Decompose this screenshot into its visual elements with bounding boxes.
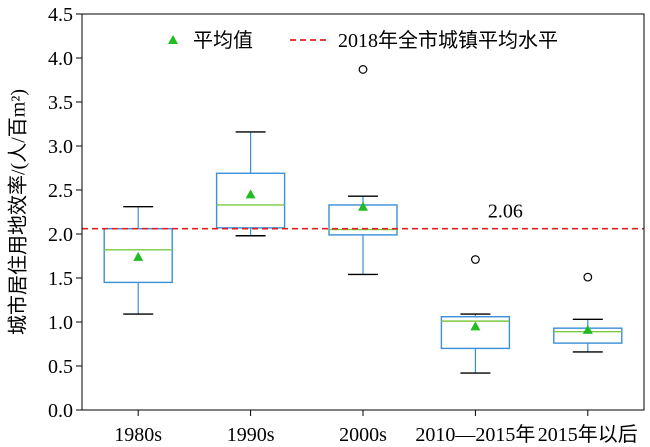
y-axis-label: 城市居住用地效率/(人/百m²) (7, 89, 30, 335)
mean-marker (358, 201, 368, 211)
plot-layer (82, 65, 644, 374)
y-tick-label: 0.5 (48, 356, 73, 378)
box-group-5 (553, 272, 623, 353)
x-tick-label: 2000s (339, 424, 387, 446)
y-tick-label: 1.0 (48, 312, 73, 334)
legend-mean-marker (168, 35, 178, 44)
y-axis: 0.0 0.5 1.0 1.5 2.0 2.5 3.0 3.5 4.0 4.5 (48, 4, 82, 422)
x-tick-label: 1980s (114, 424, 162, 446)
legend-reference-label: 2018年全市城镇平均水平 (338, 29, 558, 52)
outlier-point (358, 65, 368, 74)
box-iqr (440, 316, 511, 350)
y-tick-label: 3.5 (48, 92, 73, 114)
box-group-1 (103, 206, 173, 315)
y-tick-label: 4.0 (48, 48, 73, 70)
x-tick-label: 1990s (227, 424, 275, 446)
x-axis: 1980s 1990s 2000s 2010—2015年 2015年以后 (114, 410, 638, 446)
mean-marker (582, 324, 593, 334)
mean-marker (245, 189, 256, 199)
box-group-3 (328, 65, 398, 276)
outlier-point (471, 255, 480, 264)
x-tick-label: 2015年以后 (538, 423, 638, 446)
box-group-2 (215, 131, 286, 237)
y-tick-label: 3.0 (48, 136, 73, 158)
x-tick-label: 2010—2015年 (415, 423, 535, 446)
y-tick-label: 4.5 (48, 4, 73, 26)
reference-line-label: 2.06 (488, 201, 523, 223)
box-group-4 (440, 255, 511, 374)
legend-mean-label: 平均值 (193, 29, 253, 52)
mean-marker (470, 321, 481, 331)
mean-marker (133, 251, 144, 261)
y-tick-label: 1.5 (48, 268, 73, 290)
y-tick-label: 0.0 (48, 400, 73, 422)
y-tick-label: 2.0 (48, 224, 73, 246)
outlier-point (583, 272, 593, 282)
y-tick-label: 2.5 (48, 180, 73, 202)
legend: 平均值 2018年全市城镇平均水平 (168, 29, 558, 52)
box-iqr (103, 228, 173, 284)
box-iqr (215, 172, 286, 229)
